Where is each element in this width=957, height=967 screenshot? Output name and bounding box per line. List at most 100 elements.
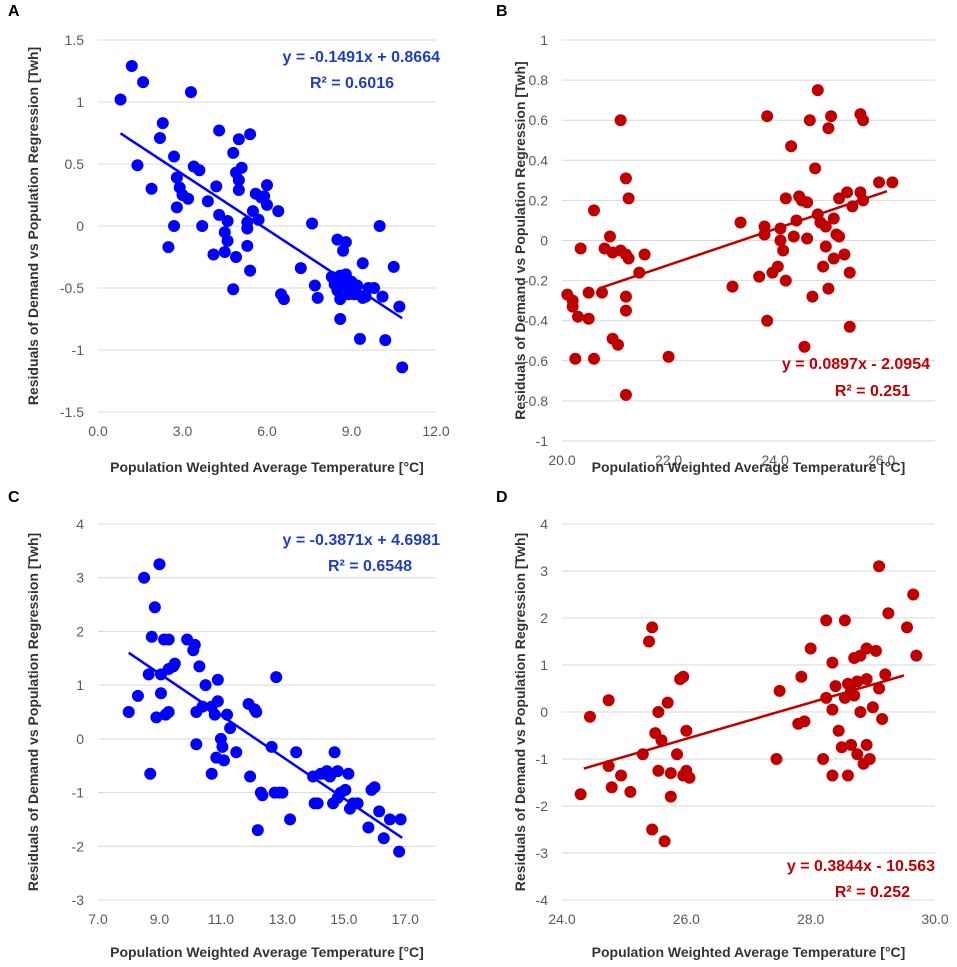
x-tick-label: 7.0	[88, 911, 108, 927]
data-point	[603, 230, 616, 243]
data-point	[230, 251, 243, 263]
data-point	[156, 117, 169, 130]
data-point	[294, 262, 307, 275]
data-point	[221, 234, 234, 247]
data-point	[819, 220, 832, 233]
data-point	[801, 232, 814, 245]
data-point	[150, 711, 163, 724]
chart-panel-a: A -1.5 -1 -0.5 0 0.5 1 1.5 0.0 3.0 6.0 9.0 12.0 Popul…	[8, 3, 450, 475]
data-point	[162, 706, 175, 718]
data-point	[602, 694, 615, 707]
data-point	[145, 182, 158, 195]
y-tick-label: 2	[540, 610, 548, 626]
data-point	[148, 601, 161, 614]
data-point	[342, 767, 355, 780]
data-point	[311, 797, 324, 810]
data-point	[771, 260, 784, 273]
data-point	[168, 150, 181, 163]
data-point	[734, 216, 747, 229]
data-point	[199, 679, 212, 692]
y-tick-label: -0.6	[524, 353, 548, 369]
data-point	[646, 823, 659, 836]
data-point	[142, 668, 155, 681]
data-point	[221, 215, 234, 228]
panel-label: B	[496, 3, 508, 20]
x-axis-title: Population Weighted Average Temperature …	[592, 459, 906, 475]
chart-panel-c: C -3 -2 -1 0 1 2 3 4 7.0 9.0 11.0 13.0 15.0 17.0 Popula…	[8, 489, 440, 960]
data-point	[342, 288, 355, 301]
data-point	[246, 205, 259, 218]
data-point	[306, 217, 319, 230]
data-point	[882, 607, 895, 620]
data-point	[851, 748, 864, 761]
data-point	[227, 146, 240, 159]
data-point	[638, 248, 651, 261]
x-tick-label: 13.0	[269, 911, 296, 927]
data-point	[848, 689, 861, 702]
data-point	[216, 740, 229, 753]
data-point	[168, 657, 181, 670]
y-tick-label: 1.5	[65, 32, 85, 48]
data-point	[879, 668, 892, 681]
y-tick-label: 2	[76, 623, 84, 639]
y-axis-title: Residuals of Demand vs Population Regres…	[25, 47, 41, 405]
data-point	[827, 212, 840, 225]
data-point	[379, 334, 392, 347]
data-point	[353, 332, 366, 345]
data-point	[211, 695, 224, 708]
data-point	[798, 715, 811, 728]
data-point	[153, 558, 166, 571]
y-tick-label: 0.2	[529, 192, 549, 208]
data-point	[587, 204, 600, 217]
data-point	[595, 286, 608, 299]
y-tick-label: 0.5	[65, 156, 85, 172]
x-tick-label: 26.0	[868, 452, 895, 468]
y-tick-label: -3	[72, 892, 85, 908]
data-point	[671, 748, 684, 761]
data-point	[860, 642, 873, 655]
y-tick-label: -1	[536, 751, 549, 767]
data-point	[339, 783, 352, 796]
data-point	[571, 310, 584, 323]
data-point	[662, 350, 675, 363]
data-point	[393, 300, 406, 313]
data-point	[863, 753, 876, 765]
data-point	[910, 649, 923, 662]
data-point	[619, 290, 632, 303]
data-point	[811, 84, 824, 97]
data-point	[787, 230, 800, 243]
data-point	[276, 786, 289, 799]
data-point	[256, 789, 269, 802]
data-point	[773, 684, 786, 697]
data-point	[377, 832, 390, 845]
y-tick-label: 4	[76, 516, 84, 532]
data-point	[217, 754, 230, 767]
data-point	[804, 642, 817, 655]
data-point	[569, 352, 582, 365]
data-point	[373, 220, 386, 232]
data-point	[356, 257, 369, 270]
data-point	[664, 790, 677, 803]
data-point	[860, 738, 873, 751]
data-point	[351, 279, 364, 292]
data-point	[193, 660, 206, 673]
x-tick-label: 9.0	[342, 423, 362, 439]
r-squared-label: R² = 0.6016	[310, 75, 394, 92]
data-point	[188, 638, 201, 651]
data-point	[907, 588, 920, 601]
data-point	[851, 675, 864, 688]
y-axis-title: Residuals of Demand vs Population Regres…	[25, 533, 41, 891]
data-point	[383, 813, 396, 826]
data-point	[284, 813, 297, 826]
x-tick-label: 12.0	[422, 423, 449, 439]
y-tick-label: 0.4	[529, 152, 549, 168]
y-tick-label: -0.2	[524, 273, 548, 289]
y-tick-label: 0	[540, 233, 548, 249]
data-point	[244, 264, 257, 277]
data-point	[362, 821, 375, 834]
data-point	[860, 673, 873, 686]
x-tick-label: 24.0	[762, 452, 789, 468]
data-point	[614, 114, 627, 127]
data-point	[328, 746, 341, 759]
